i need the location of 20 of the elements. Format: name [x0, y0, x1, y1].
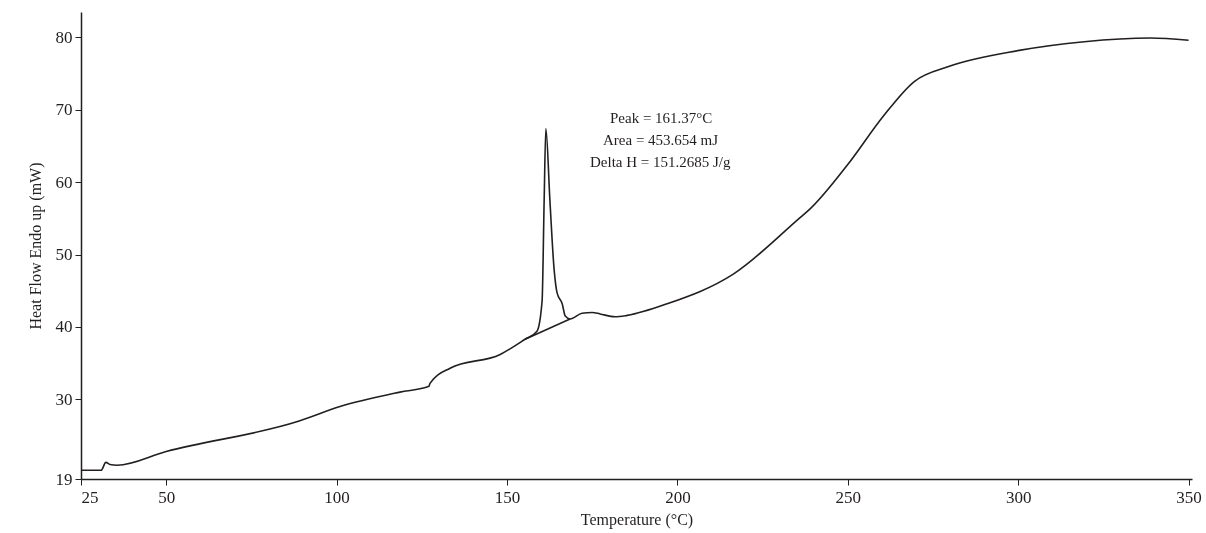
y-tick-label: 60: [55, 172, 73, 192]
x-tick-label: 150: [494, 487, 521, 507]
x-tick-label: 300: [1005, 487, 1032, 507]
x-tick-label: 250: [835, 487, 862, 507]
annotation: Area = 453.654 mJ: [603, 132, 719, 148]
x-tick-label: 50: [158, 487, 176, 507]
x-tick-label: 25: [81, 487, 99, 507]
x-tick-label: 100: [324, 487, 350, 507]
x-axis-title: Temperature (°C): [580, 510, 694, 529]
x-tick-label: 350: [1176, 487, 1202, 507]
y-tick-label: 50: [55, 245, 73, 265]
y-tick-label: 80: [55, 27, 73, 47]
annotation: Delta H = 151.2685 J/g: [590, 154, 732, 170]
y-tick-label: 19: [55, 469, 73, 489]
y-tick-label: 30: [55, 389, 73, 409]
y-tick-label: 70: [55, 100, 73, 120]
y-tick-label: 40: [55, 317, 73, 337]
annotation: Peak = 161.37°C: [610, 110, 713, 126]
y-axis-title: Heat Flow Endo up (mW): [26, 162, 45, 330]
x-tick-label: 200: [665, 487, 691, 507]
